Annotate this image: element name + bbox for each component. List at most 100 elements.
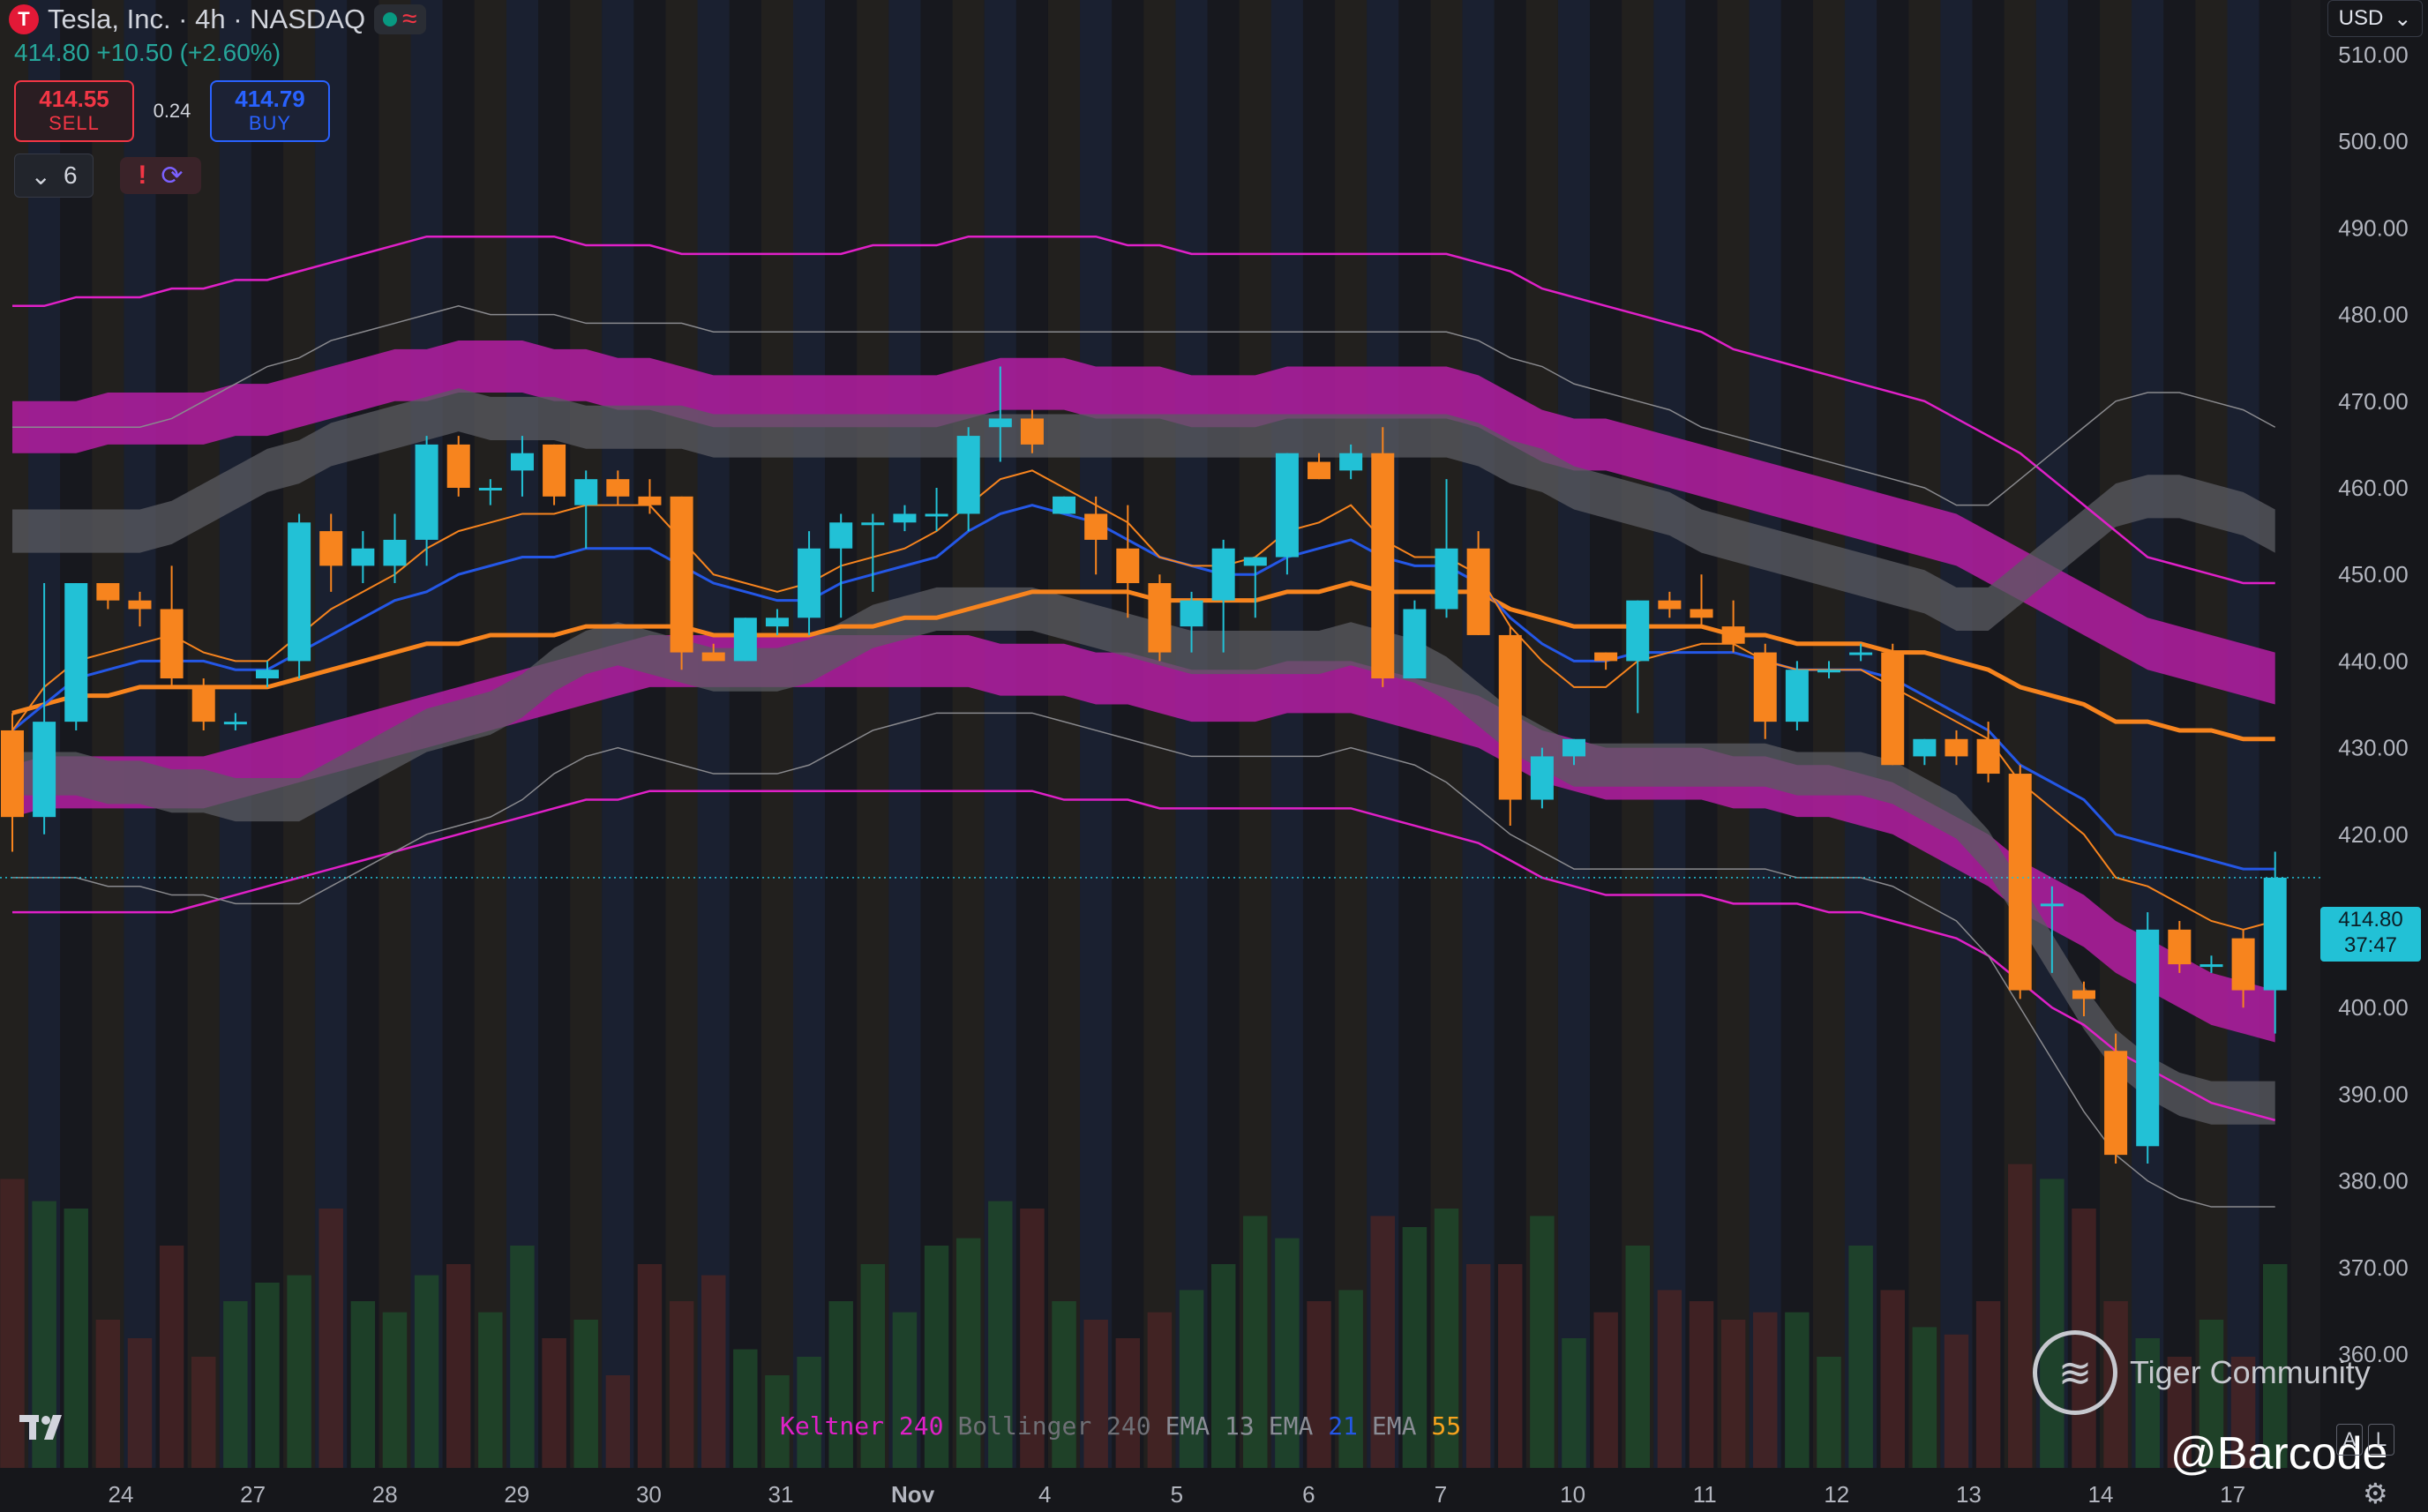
candle [733,618,757,662]
volume-bar [2008,1164,2033,1468]
candle-body [1753,652,1777,722]
session-stripe [1717,0,1750,1468]
session-stripe [538,0,571,1468]
candle-body [1116,548,1140,584]
candle [2008,765,2032,999]
candle-body [1721,626,1745,644]
volume-bar [637,1264,663,1468]
volume-bars [0,1164,2288,1468]
volume-bar [2199,1320,2224,1468]
candle-body [2072,990,2095,999]
session-stripe [1398,0,1431,1468]
session-stripe [1653,0,1686,1468]
volume-bar [1530,1216,1555,1468]
sell-button[interactable]: 414.55 SELL [14,80,134,142]
candle [1976,722,2000,782]
session-stripe [1335,0,1368,1468]
session-stripe [1112,0,1144,1468]
candle [1275,453,1299,575]
buy-button[interactable]: 414.79 BUY [210,80,330,142]
chevron-down-icon: ⌄ [2394,6,2412,31]
volume-bar [1210,1264,1236,1468]
data-warning-badge[interactable]: ! ⟳ [120,157,201,194]
sync-icon: ⟳ [161,161,184,191]
gear-icon[interactable]: ⚙ [2363,1478,2388,1509]
session-stripe [1557,0,1591,1468]
price-tick-label: 420.00 [2338,821,2409,848]
volume-bar [1115,1338,1141,1468]
volume-bar [414,1275,439,1468]
candle [2104,1033,2128,1164]
volume-bar [1434,1209,1459,1468]
candle [2136,912,2160,1164]
candle-body [1308,461,1331,480]
currency-select[interactable]: USD ⌄ [2327,0,2423,37]
candle-body [1626,600,1650,662]
session-stripe [665,0,698,1468]
time-axis[interactable] [0,1468,2428,1512]
session-stripe [825,0,858,1468]
volume-bar [287,1275,311,1468]
volume-bar [1147,1312,1173,1468]
symbol-title[interactable]: Tesla, Inc. · 4h · NASDAQ [48,4,366,34]
candle-body [956,436,980,514]
candle [1403,600,1427,679]
trade-panel: 414.55 SELL 0.24 414.79 BUY [14,80,330,142]
legend-keltner[interactable]: Keltner 240 [780,1411,944,1441]
legend-ema-21[interactable]: EMA 21 [1268,1411,1358,1441]
candle [1116,505,1140,618]
session-stripe [1175,0,1208,1468]
legend-ema-13[interactable]: EMA 13 [1165,1411,1255,1441]
legend-bollinger[interactable]: Bollinger 240 [957,1411,1151,1441]
session-stripe [187,0,220,1468]
time-tick-label: 28 [372,1481,398,1508]
market-open-dot-icon [383,12,398,26]
session-stripe [92,0,124,1468]
candle-body [351,548,375,566]
candle-body [2104,1051,2128,1156]
candle [160,565,184,687]
volume-bar [446,1264,471,1468]
volume-bar [1720,1320,1746,1468]
last-price-value: 414.80 [2338,908,2403,932]
candle-body [1785,670,1809,722]
candle-body [1211,548,1235,601]
candle-body [606,479,630,497]
volume-bar [1944,1334,1969,1468]
volume-bar [1593,1312,1618,1468]
candle-body [1594,652,1618,662]
candle [223,713,247,730]
volume-bar [350,1301,376,1468]
volume-bar [860,1264,886,1468]
indicator-legend[interactable]: Keltner 240 Bollinger 240 EMA 13 EMA 21 … [780,1411,1461,1441]
candle-body [701,652,725,662]
candle-body [798,548,821,618]
candle [2199,955,2223,973]
session-stripe [793,0,826,1468]
legend-ema-55[interactable]: EMA 55 [1371,1411,1462,1441]
candle [1594,652,1618,670]
market-status[interactable]: ≈ [374,4,426,34]
price-tick-label: 480.00 [2338,302,2409,328]
keltner-outer-upper-line [12,235,2275,585]
warning-icon: ! [138,161,147,190]
indicator-toggle-button[interactable]: ⌄ 6 [14,153,94,198]
candle [1371,427,1395,687]
volume-bar [1625,1246,1650,1468]
candle [478,479,502,505]
bollinger-outer-upper-line [12,305,2276,506]
candle [351,531,375,584]
log-scale-button[interactable]: L [2368,1424,2394,1456]
price-axis[interactable] [2320,0,2428,1512]
auto-scale-button[interactable]: A [2336,1424,2363,1456]
candle-body [415,444,438,540]
volume-bar [1083,1320,1108,1468]
candle [1053,496,1076,514]
realtime-wave-icon: ≈ [402,4,417,34]
tradingview-logo-icon[interactable] [18,1410,72,1445]
candle [1211,539,1235,653]
candle-body [1084,513,1108,540]
candle-body [2040,903,2064,907]
candle-body [1339,453,1363,471]
